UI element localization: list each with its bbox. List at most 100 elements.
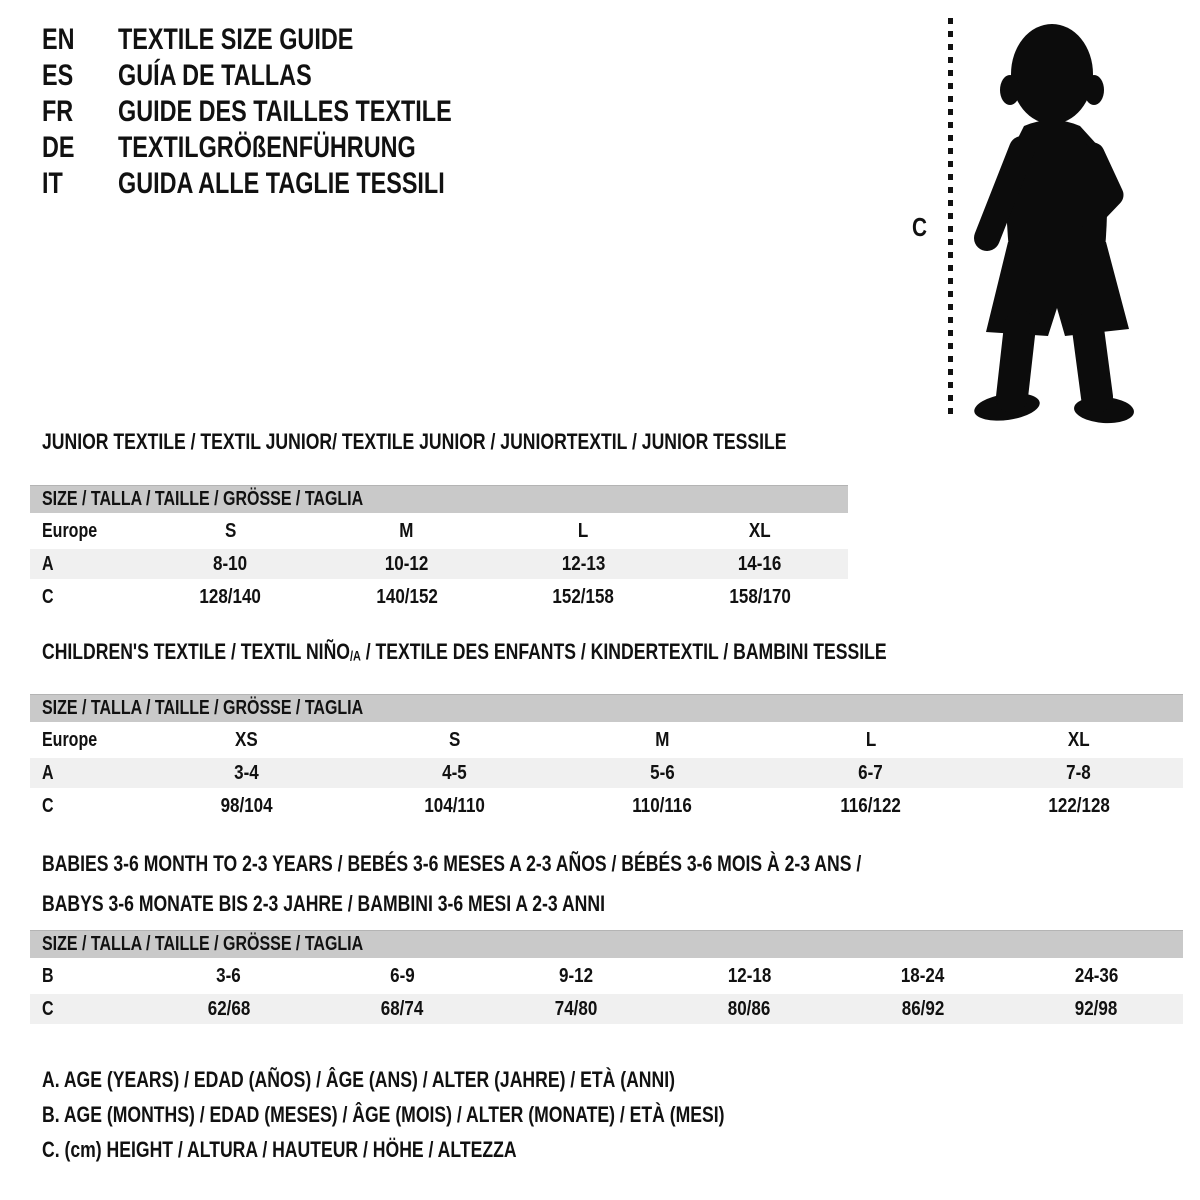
size-value: 3-4 — [233, 761, 259, 784]
size-value: 8-10 — [213, 552, 248, 575]
size-value-cell: 5-6 — [558, 758, 766, 788]
size-header-text: SIZE / TALLA / TAILLE / GRÖSSE / TAGLIA — [42, 932, 364, 955]
section-title-line: CHILDREN'S TEXTILE / TEXTIL NIÑO/A / TEX… — [42, 640, 1183, 669]
section-title-text: JUNIOR TEXTILE / TEXTIL JUNIOR/ TEXTILE … — [42, 429, 787, 454]
size-value: 116/122 — [840, 794, 901, 817]
row-label: C — [42, 997, 54, 1020]
size-column-label: S — [224, 519, 236, 542]
size-column-cell: L — [495, 516, 672, 546]
size-value: 122/128 — [1048, 794, 1110, 817]
size-value: 152/158 — [552, 585, 614, 608]
section-title-line2: BABYS 3-6 MONATE BIS 2-3 JAHRE / BAMBINI… — [42, 890, 605, 916]
size-value: 98/104 — [220, 794, 273, 817]
language-title: GUÍA DE TALLAS — [118, 59, 312, 92]
table-row: A 3-4 4-5 5-6 6-7 7-8 — [30, 757, 1183, 788]
table-row: A 8-10 10-12 12-13 14-16 — [30, 548, 848, 579]
size-value-cell: 12-18 — [663, 961, 837, 991]
size-header-bar: SIZE / TALLA / TAILLE / GRÖSSE / TAGLIA — [30, 929, 1183, 958]
size-value-cell: 128/140 — [142, 582, 319, 612]
size-value-cell: 92/98 — [1010, 994, 1184, 1024]
size-value: 7-8 — [1066, 761, 1092, 784]
size-value: 14-16 — [738, 552, 782, 575]
section-title-text: CHILDREN'S TEXTILE / TEXTIL NIÑO — [42, 639, 350, 664]
size-value: 6-9 — [389, 964, 415, 987]
language-code: EN — [42, 23, 75, 56]
size-value: 10-12 — [385, 552, 429, 575]
section-title: JUNIOR TEXTILE / TEXTIL JUNIOR/ TEXTILE … — [30, 430, 848, 459]
size-column-label: XL — [1068, 728, 1090, 751]
size-value-cell: 86/92 — [836, 994, 1010, 1024]
row-label-cell: A — [30, 758, 142, 788]
size-value-cell: 24-36 — [1010, 961, 1184, 991]
size-header-bar: SIZE / TALLA / TAILLE / GRÖSSE / TAGLIA — [30, 484, 848, 513]
row-label-cell: C — [30, 994, 142, 1024]
section-children: CHILDREN'S TEXTILE / TEXTIL NIÑO/A / TEX… — [30, 640, 1183, 821]
language-code: FR — [42, 95, 74, 128]
language-title: TEXTILE SIZE GUIDE — [118, 23, 354, 56]
size-column-cell: M — [319, 516, 496, 546]
size-value-cell: 10-12 — [319, 549, 496, 579]
language-row: DE TEXTILGRÖßENFÜHRUNG — [42, 130, 546, 166]
size-column-label: M — [655, 728, 670, 751]
size-column-cell: XS — [142, 725, 350, 755]
size-value-cell: 110/116 — [558, 791, 766, 821]
language-code: DE — [42, 131, 75, 164]
size-value-cell: 68/74 — [316, 994, 490, 1024]
size-value-cell: 6-7 — [767, 758, 975, 788]
table-row: C 128/140 140/152 152/158 158/170 — [30, 582, 848, 612]
size-value: 5-6 — [650, 761, 675, 784]
size-header-text: SIZE / TALLA / TAILLE / GRÖSSE / TAGLIA — [42, 487, 364, 510]
size-column-label: XS — [234, 728, 258, 751]
footnote-b: B. AGE (MONTHS) / EDAD (MESES) / ÂGE (MO… — [42, 1102, 725, 1127]
size-value: 80/86 — [727, 997, 771, 1020]
section-junior: JUNIOR TEXTILE / TEXTIL JUNIOR/ TEXTILE … — [30, 430, 848, 612]
section-babies: BABIES 3-6 MONTH TO 2-3 YEARS / BEBÉS 3-… — [30, 846, 1183, 1024]
size-header-text: SIZE / TALLA / TAILLE / GRÖSSE / TAGLIA — [42, 696, 364, 719]
size-value-cell: 98/104 — [142, 791, 350, 821]
size-value-cell: 4-5 — [350, 758, 558, 788]
row-label-cell: A — [30, 549, 142, 579]
size-value-cell: 8-10 — [142, 549, 319, 579]
size-value-cell: 62/68 — [142, 994, 316, 1024]
section-title-subscript: /A — [349, 648, 361, 664]
size-column-label: L — [578, 519, 589, 542]
size-value-cell: 7-8 — [975, 758, 1183, 788]
size-value: 158/170 — [729, 585, 791, 608]
size-value-cell: 9-12 — [489, 961, 663, 991]
language-title: TEXTILGRÖßENFÜHRUNG — [118, 131, 416, 164]
size-value-cell: 122/128 — [975, 791, 1183, 821]
section-title: CHILDREN'S TEXTILE / TEXTIL NIÑO/A / TEX… — [30, 640, 1183, 669]
size-value-cell: 6-9 — [316, 961, 490, 991]
toddler-silhouette-icon — [974, 24, 1134, 424]
size-value: 104/110 — [424, 794, 485, 817]
row-label: B — [42, 964, 54, 987]
section-title-text: / TEXTILE DES ENFANTS / KINDERTEXTIL / B… — [360, 639, 887, 664]
size-column-label: M — [399, 519, 414, 542]
size-value: 9-12 — [558, 964, 593, 987]
language-row: FR GUIDE DES TAILLES TEXTILE — [42, 94, 546, 130]
size-value-cell: 74/80 — [489, 994, 663, 1024]
size-value-cell: 80/86 — [663, 994, 837, 1024]
row-label-cell: C — [30, 582, 142, 612]
size-value-cell: 12-13 — [495, 549, 672, 579]
size-value: 68/74 — [380, 997, 424, 1020]
region-label-cell: Europe — [30, 725, 142, 755]
row-label-cell: C — [30, 791, 142, 821]
size-column-cell: XL — [672, 516, 849, 546]
size-column-label: S — [448, 728, 460, 751]
size-header-bar: SIZE / TALLA / TAILLE / GRÖSSE / TAGLIA — [30, 693, 1183, 722]
row-label: C — [42, 585, 54, 608]
size-column-label: L — [865, 728, 876, 751]
language-code: ES — [42, 59, 74, 92]
size-value: 24-36 — [1074, 964, 1118, 987]
size-value: 18-24 — [901, 964, 945, 987]
row-label-cell: B — [30, 961, 142, 991]
table-row: B 3-6 6-9 9-12 12-18 18-24 24-36 — [30, 961, 1183, 991]
size-column-cell: XL — [975, 725, 1183, 755]
size-value-cell: 3-4 — [142, 758, 350, 788]
size-value: 4-5 — [441, 761, 467, 784]
section-title-line: JUNIOR TEXTILE / TEXTIL JUNIOR/ TEXTILE … — [42, 430, 848, 459]
size-value-cell: 158/170 — [672, 582, 849, 612]
size-value-cell: 152/158 — [495, 582, 672, 612]
